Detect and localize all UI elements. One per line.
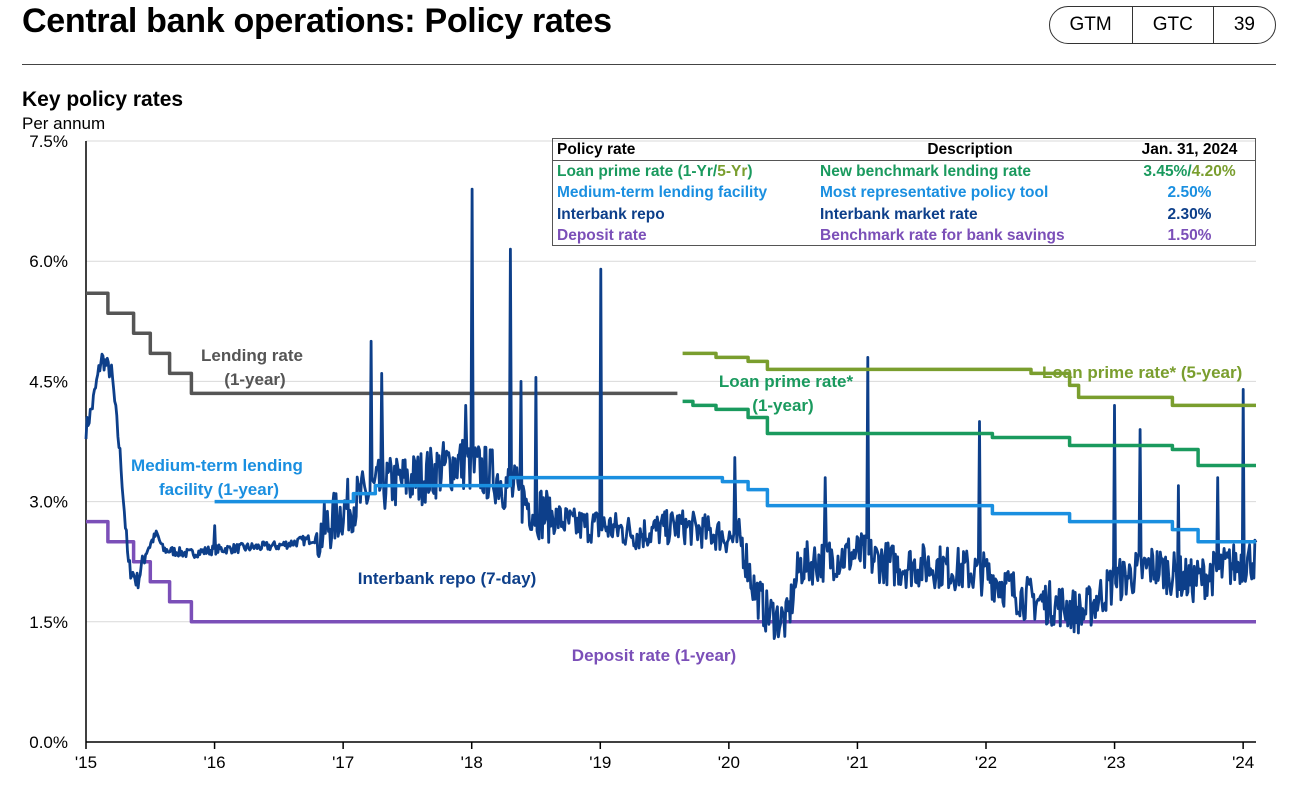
table-cell-rate: Interbank repo	[557, 205, 665, 223]
series-label: Loan prime rate*	[719, 372, 854, 391]
series-label: Interbank repo (7-day)	[358, 569, 537, 588]
series-line	[86, 291, 678, 396]
table-row: Deposit rate Benchmark rate for bank sav…	[553, 226, 1255, 248]
table-cell-value-part: 4.20%	[1191, 162, 1236, 180]
series-label: Loan prime rate* (5-year)	[1042, 363, 1242, 382]
series-label: (1-year)	[224, 370, 285, 389]
table-cell-rate-part: 5-Yr	[717, 162, 748, 180]
table-cell-value: 2.30%	[1167, 205, 1212, 223]
series-line	[84, 187, 1258, 640]
table-header-row: Policy rate Description Jan. 31, 2024	[553, 139, 1255, 161]
table-cell-value-part: 3.45%/	[1143, 162, 1192, 180]
series-label: Deposit rate (1-year)	[572, 646, 736, 665]
table-cell-description: Most representative policy tool	[820, 184, 1049, 202]
unit-label: Per annum	[22, 114, 106, 133]
x-tick-label: '22	[975, 753, 997, 772]
series-line	[86, 519, 1256, 624]
chart-title: Key policy rates	[22, 88, 184, 111]
header-divider	[22, 64, 1276, 65]
table-row: Interbank repo Interbank market rate 2.3…	[553, 204, 1255, 226]
y-tick-label: 0.0%	[29, 733, 68, 752]
tag-gtm: GTM	[1050, 7, 1133, 43]
x-tick-label: '23	[1103, 753, 1125, 772]
table-row: Medium-term lending facility Most repres…	[553, 183, 1255, 205]
y-tick-label: 3.0%	[29, 493, 68, 512]
page-number: 39	[1233, 14, 1255, 35]
table-cell-rate: Loan prime rate (1-Yr/5-Yr)	[553, 161, 816, 183]
policy-rate-table: Policy rate Description Jan. 31, 2024 Lo…	[552, 138, 1256, 246]
table-cell-description: New benchmark lending rate	[820, 162, 1032, 180]
page-title: Central bank operations: Policy rates	[22, 2, 612, 40]
x-tick-label: '17	[332, 753, 354, 772]
table-cell-description: Benchmark rate for bank savings	[820, 227, 1065, 245]
y-tick-label: 7.5%	[29, 132, 68, 151]
x-tick-label: '24	[1232, 753, 1254, 772]
series-label: facility (1-year)	[159, 480, 279, 499]
table-header-description: Description	[816, 139, 1124, 161]
table-cell-rate-part: )	[747, 162, 753, 180]
series-label: (1-year)	[752, 396, 813, 415]
table-cell-value: 3.45%/4.20%	[1124, 161, 1255, 183]
table-cell-description: Interbank market rate	[820, 205, 978, 223]
series-line	[682, 351, 1256, 408]
table-cell-rate: Medium-term lending facility	[557, 184, 768, 202]
y-tick-label: 6.0%	[29, 252, 68, 271]
series-line	[682, 399, 1256, 468]
x-tick-label: '19	[589, 753, 611, 772]
series-label: Medium-term lending	[131, 456, 303, 475]
table-header-date: Jan. 31, 2024	[1124, 139, 1255, 161]
table-header-rate: Policy rate	[553, 139, 816, 161]
series-label: Lending rate	[201, 346, 303, 365]
y-tick-label: 1.5%	[29, 613, 68, 632]
table-cell-value: 2.50%	[1167, 184, 1212, 202]
x-tick-label: '16	[203, 753, 225, 772]
table-row: Loan prime rate (1-Yr/5-Yr) New benchmar…	[553, 161, 1255, 183]
x-tick-label: '15	[75, 753, 97, 772]
y-tick-label: 4.5%	[29, 372, 68, 391]
series-line	[214, 475, 1256, 544]
x-tick-label: '20	[718, 753, 740, 772]
table-cell-rate: Deposit rate	[557, 227, 647, 245]
table-cell-value: 1.50%	[1167, 227, 1212, 245]
table-cell-rate-part: Loan prime rate (1-Yr/	[557, 162, 718, 180]
x-tick-label: '18	[461, 753, 483, 772]
tag-gtc: GTC	[1133, 7, 1214, 43]
slide-tags: GTM GTC 39	[1048, 6, 1276, 44]
x-tick-label: '21	[846, 753, 868, 772]
